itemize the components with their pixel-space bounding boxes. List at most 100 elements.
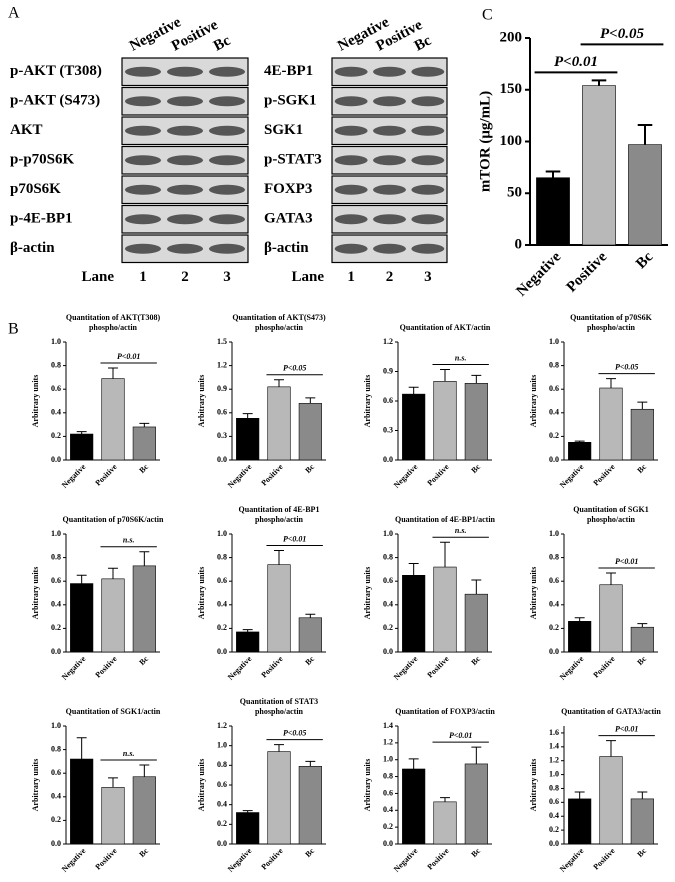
blot-band — [373, 66, 406, 77]
chart-title: Quantitation of GATA3/actin — [561, 707, 661, 716]
x-tick-label: Bc — [633, 249, 656, 272]
y-tick-label: 1.0 — [549, 769, 559, 778]
significance-label: P<0.01 — [615, 724, 638, 733]
blot-row-label: p-AKT (T308) — [10, 63, 102, 79]
error-bar — [591, 79, 607, 86]
error-bar — [471, 746, 482, 764]
y-tick-label: 0.6 — [383, 576, 393, 585]
error-bar — [606, 740, 616, 757]
y-tick-label: 0.6 — [217, 408, 227, 417]
lane-number: 3 — [424, 269, 432, 285]
bar — [402, 768, 426, 845]
blot-band — [125, 214, 161, 225]
y-tick-label: 0.6 — [217, 780, 227, 789]
blot-row-label: SGK1 — [264, 122, 303, 138]
y-tick-label: 0.6 — [383, 788, 393, 797]
y-tick-label: 0.4 — [549, 408, 559, 417]
error-bar — [108, 567, 118, 579]
chart-title: Quantitation of AKT(T308) — [66, 313, 161, 322]
bar — [132, 565, 156, 653]
error-bar — [139, 764, 150, 777]
blot-row-label: p-SGK1 — [264, 93, 317, 109]
y-tick-label: 1.0 — [549, 529, 559, 538]
significance-label: P<0.01 — [117, 352, 140, 361]
blot-band — [125, 96, 161, 107]
y-tick-label: 0.4 — [549, 600, 559, 609]
error-bar — [305, 397, 316, 404]
chart-title: phospho/actin — [255, 707, 304, 716]
blot-band — [209, 155, 245, 166]
x-tick-label: Bc — [137, 462, 150, 475]
bar — [599, 756, 623, 845]
y-axis-label: Arbitrary units — [197, 375, 206, 428]
x-tick-label: Negative — [60, 462, 88, 490]
bar — [568, 621, 592, 653]
y-tick-label: 1.4 — [383, 721, 393, 730]
panel-label: B — [8, 321, 19, 338]
y-tick-label: 0.4 — [549, 811, 559, 820]
y-tick-label: 0.4 — [217, 799, 227, 808]
x-tick-label: Negative — [392, 462, 420, 490]
blot-row-label: β-actin — [10, 240, 55, 256]
y-tick-label: 0.2 — [51, 431, 61, 440]
blot-band — [125, 125, 161, 136]
significance-label: P<0.01 — [449, 731, 472, 740]
y-tick-label: 0.0 — [217, 647, 227, 656]
y-tick-label: 0.6 — [549, 797, 559, 806]
error-bar — [76, 431, 87, 435]
bar — [267, 751, 291, 845]
significance-label: P<0.05 — [600, 26, 644, 42]
y-tick-label: 0.6 — [549, 384, 559, 393]
y-tick-label: 0.6 — [383, 396, 393, 405]
y-tick-label: 200 — [500, 29, 523, 45]
error-bar — [545, 170, 561, 178]
chart-title: Quantitation of p70S6K/actin — [63, 515, 164, 524]
x-tick-label: Bc — [469, 462, 482, 475]
x-tick-label: Bc — [635, 654, 648, 667]
lane-number: 1 — [347, 269, 355, 285]
blot-band — [167, 155, 203, 166]
blot-band — [167, 243, 203, 254]
lane-title: Lane — [291, 269, 324, 285]
y-tick-label: 0.0 — [383, 455, 393, 464]
x-tick-label: Positive — [564, 249, 611, 296]
blot-band — [209, 243, 245, 254]
bar — [582, 85, 616, 246]
y-tick-label: 0.8 — [51, 552, 61, 561]
x-tick-label: Negative — [392, 846, 420, 874]
y-axis-label: Arbitrary units — [197, 567, 206, 620]
y-tick-label: 0.0 — [217, 839, 227, 848]
x-tick-label: Negative — [558, 846, 586, 874]
x-tick-label: Positive — [591, 846, 617, 872]
blot-band — [209, 184, 245, 195]
x-tick-label: Bc — [303, 654, 316, 667]
bar — [70, 433, 94, 461]
y-tick-label: 0.8 — [383, 552, 393, 561]
y-axis-label: Arbitrary units — [529, 375, 538, 428]
blot-band — [334, 214, 368, 225]
bar — [433, 566, 457, 653]
chart-title: Quantitation of FOXP3/actin — [395, 707, 495, 716]
y-tick-label: 1.2 — [383, 738, 393, 747]
y-tick-label: 0.8 — [549, 783, 559, 792]
bar — [568, 798, 592, 845]
y-tick-label: 0.9 — [383, 366, 393, 375]
error-bar — [108, 777, 118, 788]
significance-label: n.s. — [455, 353, 467, 362]
chart-title: Quantitation of STAT3 — [240, 697, 318, 706]
y-tick-label: 1.0 — [549, 337, 559, 346]
lane-number: 1 — [139, 269, 147, 285]
y-tick-label: 1.5 — [217, 337, 227, 346]
blot-band — [209, 96, 245, 107]
chart-title: phospho/actin — [587, 515, 636, 524]
bar — [464, 382, 488, 461]
bar — [630, 408, 654, 461]
y-tick-label: 0.6 — [51, 576, 61, 585]
y-tick-label: 1.2 — [383, 337, 393, 346]
bar — [236, 418, 260, 461]
blot-band — [167, 66, 203, 77]
blot-band — [334, 243, 368, 254]
significance-label: n.s. — [123, 749, 135, 758]
blot-band — [334, 184, 368, 195]
y-tick-label: 0.4 — [383, 600, 393, 609]
